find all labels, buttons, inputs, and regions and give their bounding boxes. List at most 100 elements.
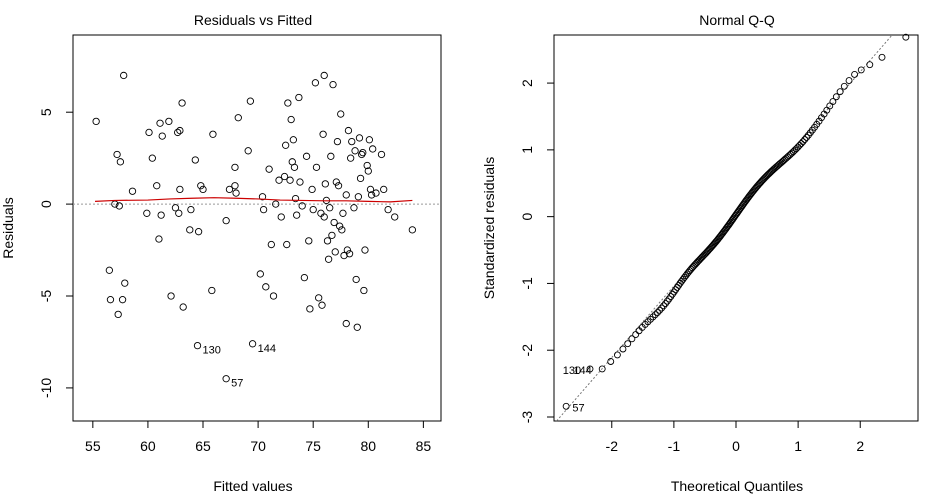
data-point — [344, 126, 353, 135]
data-point — [377, 150, 386, 159]
data-point — [364, 167, 372, 175]
data-point — [355, 134, 364, 142]
data-point — [338, 226, 346, 234]
data-point — [176, 126, 184, 135]
data-point — [651, 311, 659, 319]
data-point — [158, 132, 166, 140]
data-point — [222, 375, 230, 383]
data-point — [315, 294, 323, 302]
data-point — [231, 182, 239, 190]
data-point — [311, 79, 320, 87]
data-point — [851, 71, 859, 78]
data-point — [300, 273, 309, 282]
data-point — [157, 211, 165, 219]
data-point — [361, 246, 369, 254]
data-point — [369, 145, 377, 153]
qq-reference-line — [556, 34, 893, 422]
data-point — [663, 297, 671, 305]
data-point — [298, 202, 306, 210]
chart-title: Normal Q-Q — [699, 12, 775, 28]
data-point — [302, 152, 311, 160]
x-tick-label: 75 — [305, 438, 321, 454]
data-point — [832, 93, 840, 101]
y-tick-label: 2 — [519, 79, 535, 87]
data-point — [619, 345, 627, 353]
data-point — [801, 136, 809, 144]
data-point — [199, 185, 207, 194]
data-point — [295, 93, 303, 102]
data-points — [92, 71, 417, 383]
data-point — [197, 182, 205, 190]
data-point — [656, 306, 664, 314]
data-point — [902, 33, 910, 41]
data-point — [115, 202, 123, 210]
data-point — [265, 165, 273, 173]
data-point — [347, 154, 355, 162]
data-point — [208, 286, 216, 295]
data-point — [363, 161, 371, 170]
data-point — [284, 99, 292, 107]
point-id-label: 144 — [258, 343, 276, 355]
y-tick-label: -10 — [38, 378, 54, 398]
data-point — [797, 140, 805, 147]
point-id-label: 130 — [563, 365, 581, 377]
x-tick-label: -1 — [668, 438, 681, 454]
data-point — [624, 340, 632, 348]
data-point — [662, 300, 669, 308]
data-point — [803, 134, 810, 141]
data-point — [319, 130, 327, 138]
data-point — [694, 257, 702, 265]
x-axis-label: Theoretical Quantiles — [671, 478, 803, 494]
data-point — [384, 205, 392, 214]
data-point — [296, 178, 304, 186]
data-point — [143, 209, 151, 217]
y-axis: -3 -2 -1 0 1 2 — [519, 79, 555, 424]
data-point — [176, 185, 184, 194]
data-point — [391, 213, 399, 221]
data-point — [613, 351, 621, 359]
x-tick-label: 0 — [732, 438, 740, 454]
data-point — [331, 248, 339, 256]
data-point — [306, 305, 314, 313]
y-tick-label: -3 — [519, 411, 535, 424]
data-point — [358, 150, 366, 159]
data-point — [658, 304, 666, 312]
residuals-vs-fitted-plot: Residuals vs Fitted 55 60 65 70 75 80 85 -10 -5… — [0, 12, 442, 494]
data-point — [365, 136, 374, 144]
data-point — [339, 209, 347, 217]
data-point — [179, 303, 187, 311]
data-point — [155, 235, 163, 243]
y-tick-label: 0 — [519, 213, 535, 221]
data-point — [175, 209, 183, 217]
data-point — [342, 319, 350, 328]
data-point — [256, 270, 264, 278]
x-tick-label: 1 — [794, 438, 802, 454]
data-point — [309, 205, 317, 214]
data-point — [262, 283, 270, 291]
data-point — [845, 77, 853, 85]
data-point — [343, 246, 351, 254]
data-point — [281, 141, 290, 149]
data-point — [607, 358, 615, 365]
smooth-line — [95, 197, 413, 203]
data-point — [408, 226, 417, 234]
x-axis: 55 60 65 70 75 80 85 — [85, 420, 431, 454]
data-point — [286, 176, 294, 184]
data-point — [291, 194, 300, 203]
data-point — [231, 163, 239, 171]
data-point — [321, 180, 329, 188]
data-point — [628, 335, 636, 343]
point-id-label: 130 — [203, 345, 221, 357]
data-point — [826, 102, 834, 110]
data-point — [815, 117, 823, 125]
y-tick-label: 0 — [38, 200, 54, 208]
data-point — [118, 296, 127, 304]
data-point — [632, 331, 640, 338]
data-point — [345, 250, 354, 258]
x-tick-label: 55 — [85, 438, 101, 454]
data-point — [289, 136, 298, 144]
data-point — [275, 176, 283, 184]
data-point — [308, 185, 316, 194]
